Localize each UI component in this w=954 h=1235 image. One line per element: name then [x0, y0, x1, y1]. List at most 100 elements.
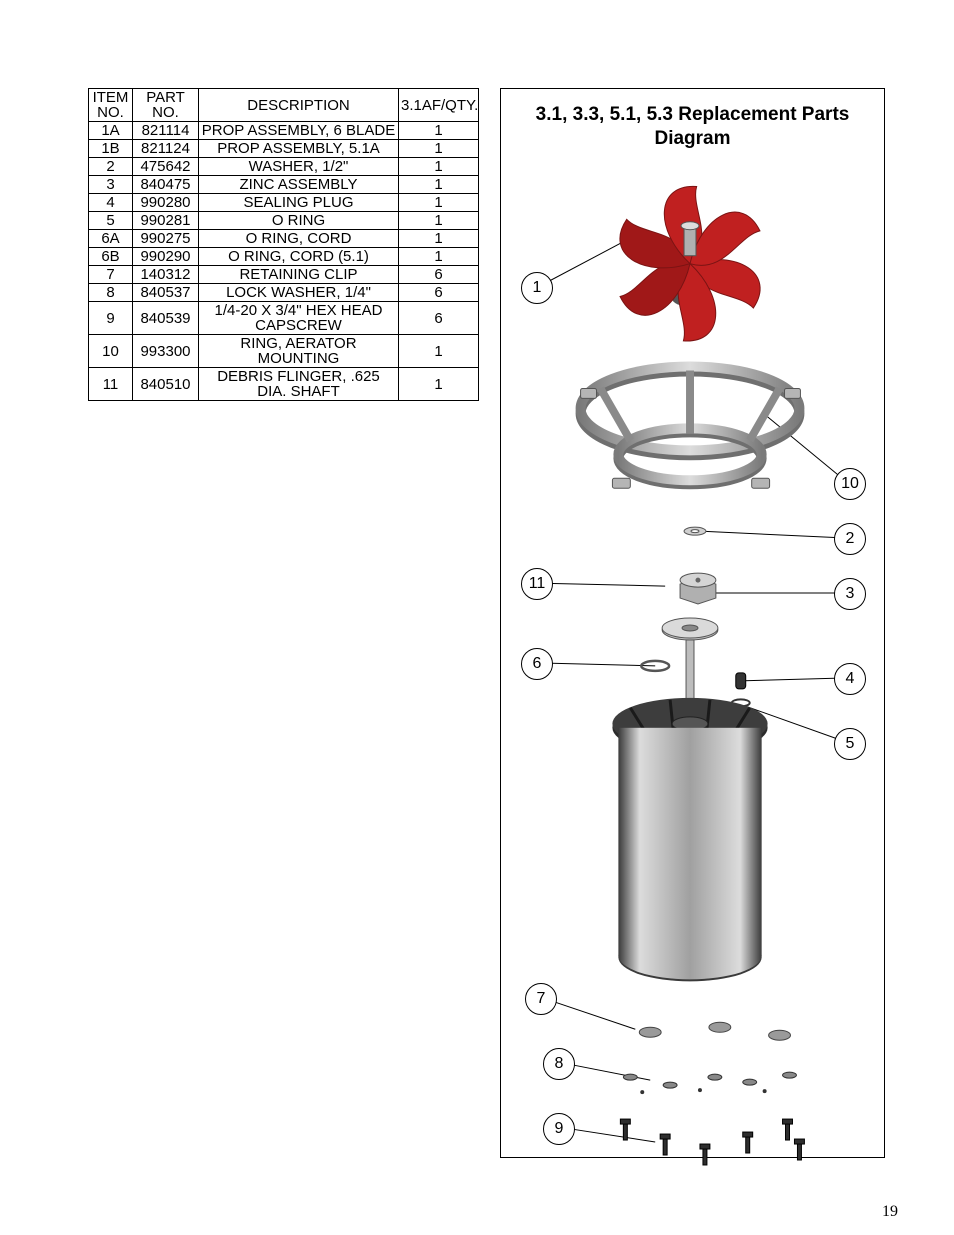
cell-item: 6B	[89, 248, 133, 266]
leader-line	[765, 414, 849, 483]
cell-item: 11	[89, 368, 133, 401]
cell-desc: LOCK WASHER, 1/4"	[199, 284, 399, 302]
cell-item: 9	[89, 302, 133, 335]
cell-desc: O RING	[199, 212, 399, 230]
page-number: 19	[882, 1203, 898, 1221]
cell-desc: O RING, CORD	[199, 230, 399, 248]
leader-line	[740, 678, 848, 681]
cell-part: 475642	[133, 158, 199, 176]
cell-qty: 6	[399, 302, 479, 335]
cell-desc: 1/4-20 x 3/4" HEX HEAD CAPSCREW	[199, 302, 399, 335]
cell-part: 840537	[133, 284, 199, 302]
cell-part: 990290	[133, 248, 199, 266]
callout-1: 1	[521, 272, 553, 304]
debris-flinger-icon	[662, 618, 718, 640]
table-row: 4990280SEALING PLUG1	[89, 194, 479, 212]
callout-4: 4	[834, 663, 866, 695]
table-row: 6B990290O RING, CORD (5.1)1	[89, 248, 479, 266]
cell-item: 5	[89, 212, 133, 230]
cell-qty: 1	[399, 335, 479, 368]
callout-6: 6	[521, 648, 553, 680]
cell-item: 4	[89, 194, 133, 212]
table-row: 6A990275O RING, CORD1	[89, 230, 479, 248]
cell-part: 990280	[133, 194, 199, 212]
cell-part: 840510	[133, 368, 199, 401]
col-qty: 3.1AF/QTY.	[399, 89, 479, 122]
table-row: 5990281O RING1	[89, 212, 479, 230]
cell-part: 840539	[133, 302, 199, 335]
cell-item: 10	[89, 335, 133, 368]
cell-qty: 6	[399, 284, 479, 302]
callout-9: 9	[543, 1113, 575, 1145]
cell-item: 7	[89, 266, 133, 284]
page: ITEM NO. PART NO. DESCRIPTION 3.1AF/QTY.…	[0, 0, 954, 1235]
cell-desc: ZINC ASSEMBLY	[199, 176, 399, 194]
table-row: 10993300RING, AERATOR MOUNTING1	[89, 335, 479, 368]
washer-icon	[684, 527, 706, 535]
table-row: 2475642WASHER, 1/2"1	[89, 158, 479, 176]
cell-part: 990275	[133, 230, 199, 248]
cell-part: 840475	[133, 176, 199, 194]
cell-item: 2	[89, 158, 133, 176]
cell-desc: RETAINING CLIP	[199, 266, 399, 284]
cell-qty: 1	[399, 122, 479, 140]
table-body: 1A821114PROP ASSEMBLY, 6 BLADE11B821124P…	[89, 122, 479, 401]
table-header-row: ITEM NO. PART NO. DESCRIPTION 3.1AF/QTY.	[89, 89, 479, 122]
prop-assembly-icon	[613, 185, 768, 342]
table-row: 1A821114PROP ASSEMBLY, 6 BLADE1	[89, 122, 479, 140]
cell-qty: 1	[399, 248, 479, 266]
table-row: 98405391/4-20 x 3/4" HEX HEAD CAPSCREW6	[89, 302, 479, 335]
leader-line	[537, 583, 665, 586]
leader-line	[537, 663, 655, 666]
cell-qty: 1	[399, 212, 479, 230]
cell-qty: 1	[399, 230, 479, 248]
cell-qty: 1	[399, 140, 479, 158]
table-row: 3840475ZINC ASSEMBLY1	[89, 176, 479, 194]
col-description: DESCRIPTION	[199, 89, 399, 122]
cell-item: 1A	[89, 122, 133, 140]
cell-desc: PROP ASSEMBLY, 5.1A	[199, 140, 399, 158]
washer-dots-icon	[640, 1088, 766, 1094]
table-row: 7140312RETAINING CLIP6	[89, 266, 479, 284]
cell-part: 821124	[133, 140, 199, 158]
cell-desc: O RING, CORD (5.1)	[199, 248, 399, 266]
callout-2: 2	[834, 523, 866, 555]
callout-7: 7	[525, 983, 557, 1015]
sealing-plug-icon	[736, 673, 746, 689]
cell-qty: 1	[399, 194, 479, 212]
cell-qty: 6	[399, 266, 479, 284]
cell-item: 8	[89, 284, 133, 302]
capscrews-icon	[620, 1119, 804, 1165]
table-row: 8840537LOCK WASHER, 1/4"6	[89, 284, 479, 302]
retaining-clips-icon	[639, 1022, 790, 1040]
cell-desc: DEBRIS FLINGER, .625 DIA. SHAFT	[199, 368, 399, 401]
parts-table: ITEM NO. PART NO. DESCRIPTION 3.1AF/QTY.…	[88, 88, 479, 401]
table-row: 1B821124PROP ASSEMBLY, 5.1A1	[89, 140, 479, 158]
leader-line	[700, 531, 848, 538]
cell-desc: PROP ASSEMBLY, 6 BLADE	[199, 122, 399, 140]
cell-item: 6A	[89, 230, 133, 248]
cell-desc: SEALING PLUG	[199, 194, 399, 212]
mounting-ring-icon	[581, 366, 801, 488]
cell-part: 993300	[133, 335, 199, 368]
diagram-drawing	[501, 89, 884, 1157]
cell-desc: RING, AERATOR MOUNTING	[199, 335, 399, 368]
cell-qty: 1	[399, 176, 479, 194]
callout-11: 11	[521, 568, 553, 600]
cell-qty: 1	[399, 158, 479, 176]
cell-item: 3	[89, 176, 133, 194]
cell-part: 990281	[133, 212, 199, 230]
callout-10: 10	[834, 468, 866, 500]
motor-body-icon	[612, 698, 767, 981]
col-item-no: ITEM NO.	[89, 89, 133, 122]
cell-part: 140312	[133, 266, 199, 284]
cell-qty: 1	[399, 368, 479, 401]
table-row: 11840510DEBRIS FLINGER, .625 DIA. SHAFT1	[89, 368, 479, 401]
cell-item: 1B	[89, 140, 133, 158]
zinc-assembly-icon	[680, 573, 716, 604]
col-part-no: PART NO.	[133, 89, 199, 122]
callout-8: 8	[543, 1048, 575, 1080]
callout-3: 3	[834, 578, 866, 610]
diagram-panel: 3.1, 3.3, 5.1, 5.3 Replacement Parts Dia…	[500, 88, 885, 1158]
cell-desc: WASHER, 1/2"	[199, 158, 399, 176]
